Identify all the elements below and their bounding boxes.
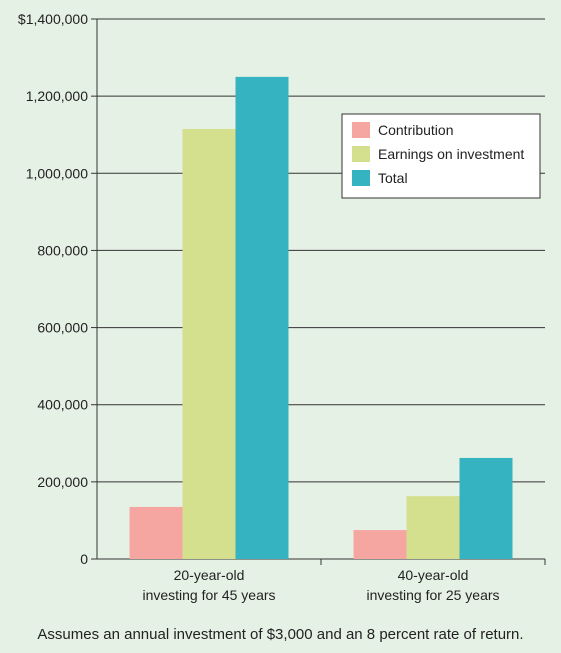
category-label: investing for 45 years — [142, 587, 275, 603]
bar-earnings-on-investment — [182, 128, 236, 559]
legend-label: Earnings on investment — [378, 146, 524, 162]
bars — [129, 76, 513, 559]
category-labels: 20-year-old investing for 45 years 40-year… — [142, 567, 499, 603]
legend-swatch — [352, 170, 370, 186]
legend-swatch — [352, 146, 370, 162]
category-label: 20-year-old — [174, 567, 245, 583]
legend-label: Contribution — [378, 122, 454, 138]
bar-contribution — [353, 530, 407, 559]
gridlines — [97, 18, 545, 483]
category-label: 40-year-old — [398, 567, 469, 583]
bar-contribution — [129, 506, 183, 559]
footnote: Assumes an annual investment of $3,000 a… — [37, 626, 524, 643]
legend-box — [341, 113, 541, 199]
y-tick-label: 400,000 — [37, 397, 88, 413]
bar-total — [235, 76, 289, 559]
legend-label: Total — [378, 170, 408, 186]
y-tick-label: 1,000,000 — [26, 165, 88, 181]
y-tick-label: 1,200,000 — [26, 88, 88, 104]
y-tick-label: $1,400,000 — [18, 11, 88, 27]
legend: Contribution Earnings on investment Total — [341, 113, 541, 199]
y-tick-label: 0 — [80, 551, 88, 567]
legend-swatch — [352, 122, 370, 138]
bar-earnings-on-investment — [406, 496, 460, 559]
y-tick-label: 200,000 — [37, 474, 88, 490]
y-tick-label: 800,000 — [37, 242, 88, 258]
y-tick-label: 600,000 — [37, 320, 88, 336]
category-label: investing for 25 years — [366, 587, 499, 603]
bar-total — [459, 457, 513, 559]
